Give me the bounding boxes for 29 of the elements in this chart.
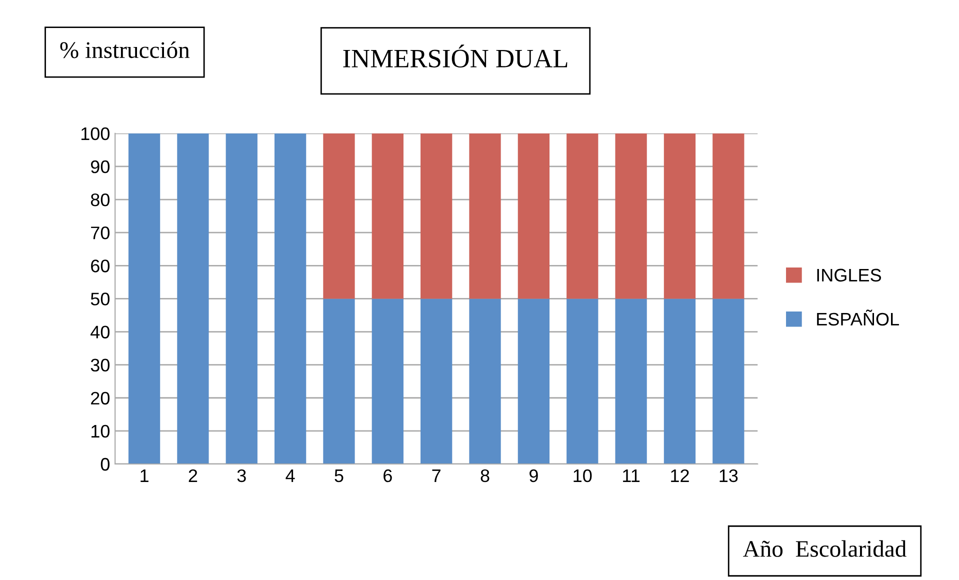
x-tick-label: 6 — [384, 469, 392, 482]
y-tick-label: 20 — [91, 392, 110, 405]
x-tick-label: 4 — [286, 470, 295, 482]
x-tick-label: 3 — [237, 469, 246, 482]
x-tick-label: 8 — [480, 469, 490, 482]
x-tick-label: 11 — [623, 470, 640, 482]
legend-label: INGLES — [817, 268, 881, 282]
y-tick-label: 10 — [92, 424, 110, 438]
x-tick-label: 1 — [140, 470, 148, 482]
x-axis-title: Año Escolaridad — [743, 540, 906, 557]
x-tick-label: 12 — [671, 469, 689, 482]
x-tick-label: 9 — [530, 469, 538, 482]
y-tick-label: 100 — [81, 127, 110, 140]
x-tick-label: 2 — [188, 469, 198, 482]
y-tick-label: 0 — [100, 458, 110, 471]
y-tick-label: 50 — [90, 292, 110, 306]
x-tick-label: 13 — [720, 469, 738, 482]
x-tick-label: 5 — [334, 470, 344, 482]
legend-label: ESPAÑOL — [817, 310, 899, 326]
chart-title: INMERSIÓN DUAL — [343, 44, 568, 68]
x-tick-label: 10 — [574, 469, 592, 482]
x-tick-label: 7 — [432, 470, 440, 482]
y-tick-label: 30 — [90, 358, 110, 372]
y-tick-label: 60 — [91, 260, 110, 272]
y-tick-label: 80 — [90, 193, 110, 206]
y-tick-label: 90 — [90, 160, 110, 174]
y-axis-title: % instrucción — [60, 41, 190, 58]
y-tick-label: 40 — [90, 326, 110, 338]
y-tick-label: 70 — [91, 226, 110, 240]
